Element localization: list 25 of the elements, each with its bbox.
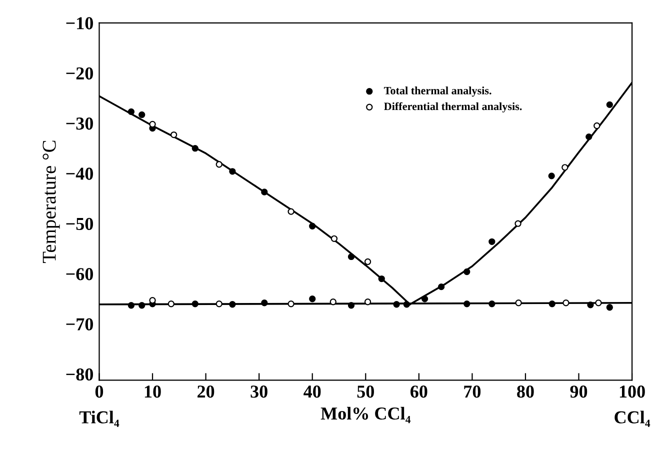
x-tick-label: 20 [198, 386, 214, 398]
y-tick-label: −80 [66, 368, 93, 381]
y-tick-label: −60 [66, 268, 93, 280]
x-tick-label: 80 [517, 386, 534, 398]
x-tick-label: 10 [144, 386, 161, 398]
y-tick-label: −70 [66, 318, 93, 330]
x-tick-label: 90 [570, 386, 588, 398]
x-tick-label: 60 [410, 386, 428, 398]
x-axis-title: Mol% CCl₄ [320, 406, 411, 424]
y-axis-title: Temperature °C [42, 140, 60, 263]
x-tick-label: 30 [250, 386, 268, 398]
x-tick-label: 100 [620, 386, 645, 398]
text: TiCl₄ [79, 410, 120, 427]
y-tick-label: −40 [66, 168, 93, 180]
x-tick-label: 70 [464, 386, 481, 398]
y-tick-label: −10 [66, 17, 93, 30]
x-tick-label: 40 [304, 386, 321, 398]
x-tick-label: 0 [95, 386, 104, 398]
y-tick-label: −20 [66, 67, 93, 80]
text: CCl₄ [614, 410, 650, 427]
x-tick-label: 50 [357, 386, 374, 398]
y-tick-label: −30 [66, 118, 93, 130]
legend-label: Total thermal analysis. [384, 86, 492, 97]
y-tick-label: −50 [66, 218, 93, 230]
legend-label: Differential thermal analysis. [384, 102, 522, 112]
